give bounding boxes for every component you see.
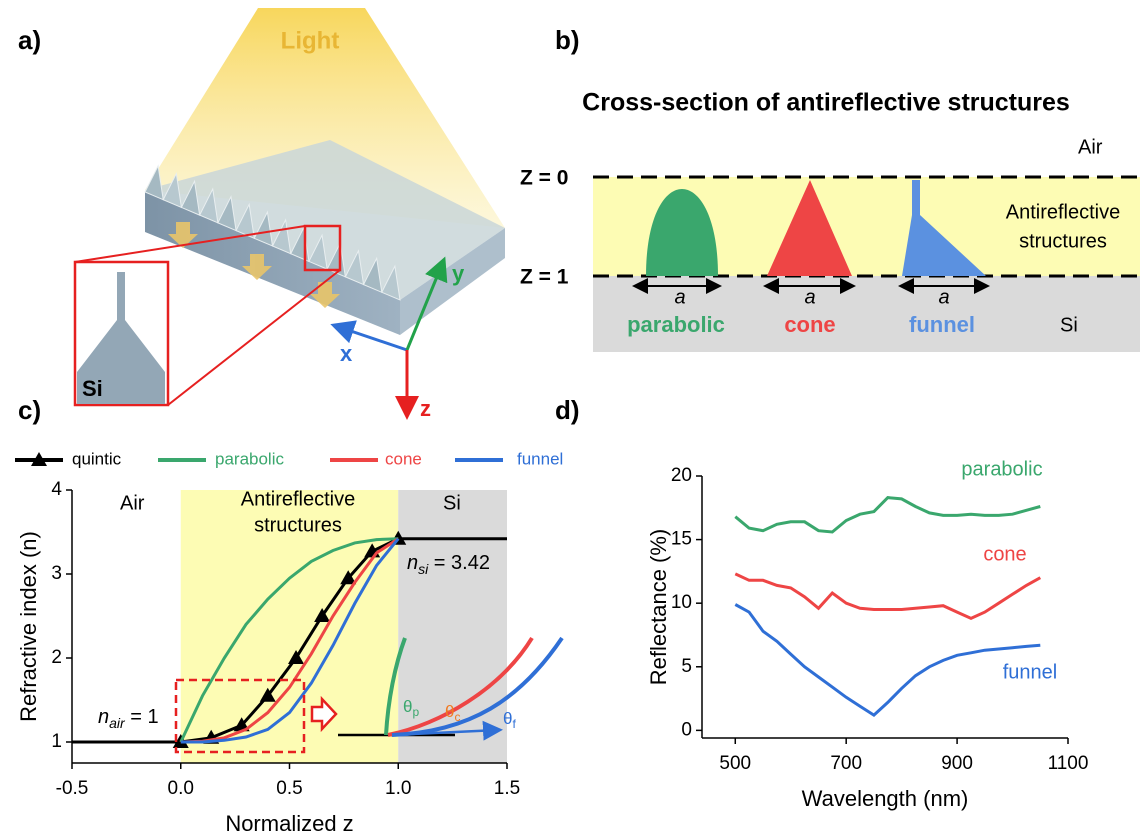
- axis-label: z: [420, 396, 431, 421]
- annotation-text: = 3.42: [428, 552, 490, 574]
- x-tick-label: 0.5: [276, 778, 302, 799]
- chart: 500 700 900 1100 0 5 10 15 20 Wavelength (nm) Refl…: [646, 458, 1089, 811]
- annotation: nair = 1: [98, 706, 159, 730]
- symbol: θ: [445, 702, 454, 721]
- y-tick-label: 3: [51, 563, 62, 584]
- panel-title: Cross-section of antireflective structur…: [582, 89, 1070, 117]
- y-tick-label: 15: [671, 529, 692, 550]
- axis-label: x: [340, 341, 353, 366]
- x-tick-label: 1.0: [385, 778, 411, 799]
- region-label: Si: [1060, 314, 1078, 336]
- width-label: a: [674, 286, 685, 308]
- x-tick-label: 900: [941, 753, 973, 774]
- panel-d: d) 500 700 900 1100 0 5 10 15 20 Wavelength (nm) R…: [555, 395, 1088, 811]
- zoom-line: [168, 270, 340, 405]
- x-axis-label: Wavelength (nm): [802, 786, 969, 811]
- legend-label: funnel: [517, 449, 563, 468]
- inset-label: Si: [82, 376, 103, 401]
- panel-b: b) Cross-section of antireflective struc…: [520, 25, 1140, 352]
- series-line: [735, 498, 1040, 532]
- y-tick-label: 10: [671, 592, 692, 613]
- x-tick-label: 1.5: [494, 778, 520, 799]
- shape-label: funnel: [909, 312, 975, 337]
- figure: a) Light Si x y z b) Cross-section of an…: [0, 0, 1144, 838]
- legend-label: parabolic: [215, 449, 284, 468]
- region-label: Si: [443, 492, 461, 514]
- region: [398, 490, 507, 763]
- region-label: structures: [1019, 230, 1107, 252]
- annotation-text: = 1: [125, 706, 159, 728]
- x-axis-label: Normalized z: [225, 811, 353, 836]
- width-label: a: [804, 286, 815, 308]
- symbol: θ: [403, 697, 412, 716]
- series-label: funnel: [1003, 661, 1058, 683]
- y-tick-label: 4: [51, 479, 62, 500]
- boundary-label: Z = 0: [520, 167, 568, 190]
- x-tick-label: 500: [719, 753, 751, 774]
- y-tick-label: 2: [51, 647, 62, 668]
- x-tick-label: 1100: [1048, 753, 1089, 774]
- legend-label: quintic: [72, 449, 122, 468]
- symbol: n: [407, 552, 418, 574]
- panel-label: a): [18, 25, 41, 55]
- panel-a: a) Light Si x y z: [18, 8, 505, 421]
- symbol: θ: [503, 709, 512, 728]
- width-label: a: [938, 286, 949, 308]
- boundary-label: Z = 1: [520, 266, 569, 289]
- y-axis-label: Reflectance (%): [646, 529, 671, 686]
- subscript: c: [454, 710, 460, 724]
- panel-label: b): [555, 25, 580, 55]
- region-label: Antireflective: [1006, 201, 1121, 223]
- region-label: structures: [254, 514, 342, 536]
- axis-label: y: [452, 261, 465, 286]
- series-label: cone: [983, 543, 1026, 565]
- y-tick-label: 5: [681, 656, 692, 677]
- shape-label: cone: [784, 312, 835, 337]
- panel-c: c) -0.5 0.0 0.5 1.0 1.5 1 2 3 4 Normalized z Refra…: [15, 395, 563, 836]
- x-tick-label: -0.5: [56, 778, 89, 799]
- panel-label: d): [555, 395, 580, 425]
- region-label: Air: [1078, 136, 1103, 158]
- region-label: Air: [120, 492, 145, 514]
- x-tick-label: 700: [830, 753, 862, 774]
- series-label: parabolic: [961, 458, 1042, 480]
- y-axis-label: Refractive index (n): [16, 531, 41, 722]
- legend-label: cone: [385, 449, 422, 468]
- symbol: n: [98, 706, 109, 728]
- region-label: Antireflective: [241, 488, 356, 510]
- series-line: [735, 574, 1040, 619]
- shape-label: parabolic: [627, 312, 725, 337]
- panel-label: c): [18, 395, 41, 425]
- x-tick-label: 0.0: [168, 778, 194, 799]
- light-label: Light: [281, 27, 340, 54]
- y-tick-label: 20: [671, 465, 692, 486]
- subscript: f: [512, 717, 516, 731]
- series-line: [735, 605, 1040, 716]
- angle-label: θf: [503, 709, 516, 731]
- subscript: p: [412, 705, 419, 719]
- y-tick-label: 0: [681, 719, 692, 740]
- y-tick-label: 1: [51, 731, 62, 752]
- subscript: air: [109, 715, 126, 731]
